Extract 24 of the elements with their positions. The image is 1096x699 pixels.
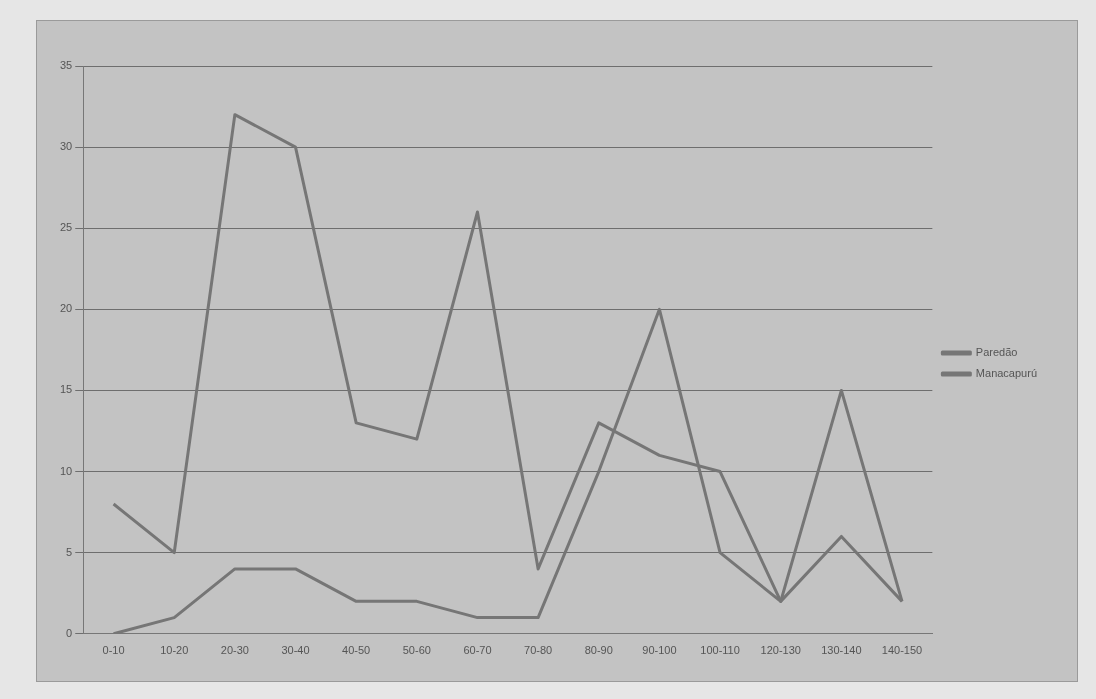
x-tick-label: 20-30 [220,644,249,657]
x-tick-label: 60-70 [463,644,492,657]
y-tick-label: 15 [59,383,73,396]
x-tick-label: 70-80 [524,644,553,657]
y-tick-label: 10 [59,464,73,477]
x-tick-label: 10-20 [160,644,189,657]
legend-label: Manacapurú [975,367,1038,380]
x-tick-label: 50-60 [402,644,431,657]
x-tick-label: 30-40 [281,644,310,657]
y-tick-label: 35 [59,59,73,72]
x-tick-label: 120-130 [760,644,801,657]
y-tick-label: 20 [59,302,73,315]
y-tick-label: 25 [59,221,73,234]
x-tick-label: 40-50 [342,644,371,657]
x-tick-label: 100-110 [700,644,740,657]
x-tick-label: 0-10 [102,644,125,657]
y-tick-label: 30 [59,140,73,153]
y-tick-label: 0 [66,626,73,639]
x-tick-label: 130-140 [821,644,862,657]
y-tick-label: 5 [66,545,73,558]
x-tick-label: 140-150 [881,644,923,657]
x-tick-label: 80-90 [584,644,613,657]
legend-label: Paredão [975,346,1018,359]
x-tick-label: 90-100 [642,644,677,657]
